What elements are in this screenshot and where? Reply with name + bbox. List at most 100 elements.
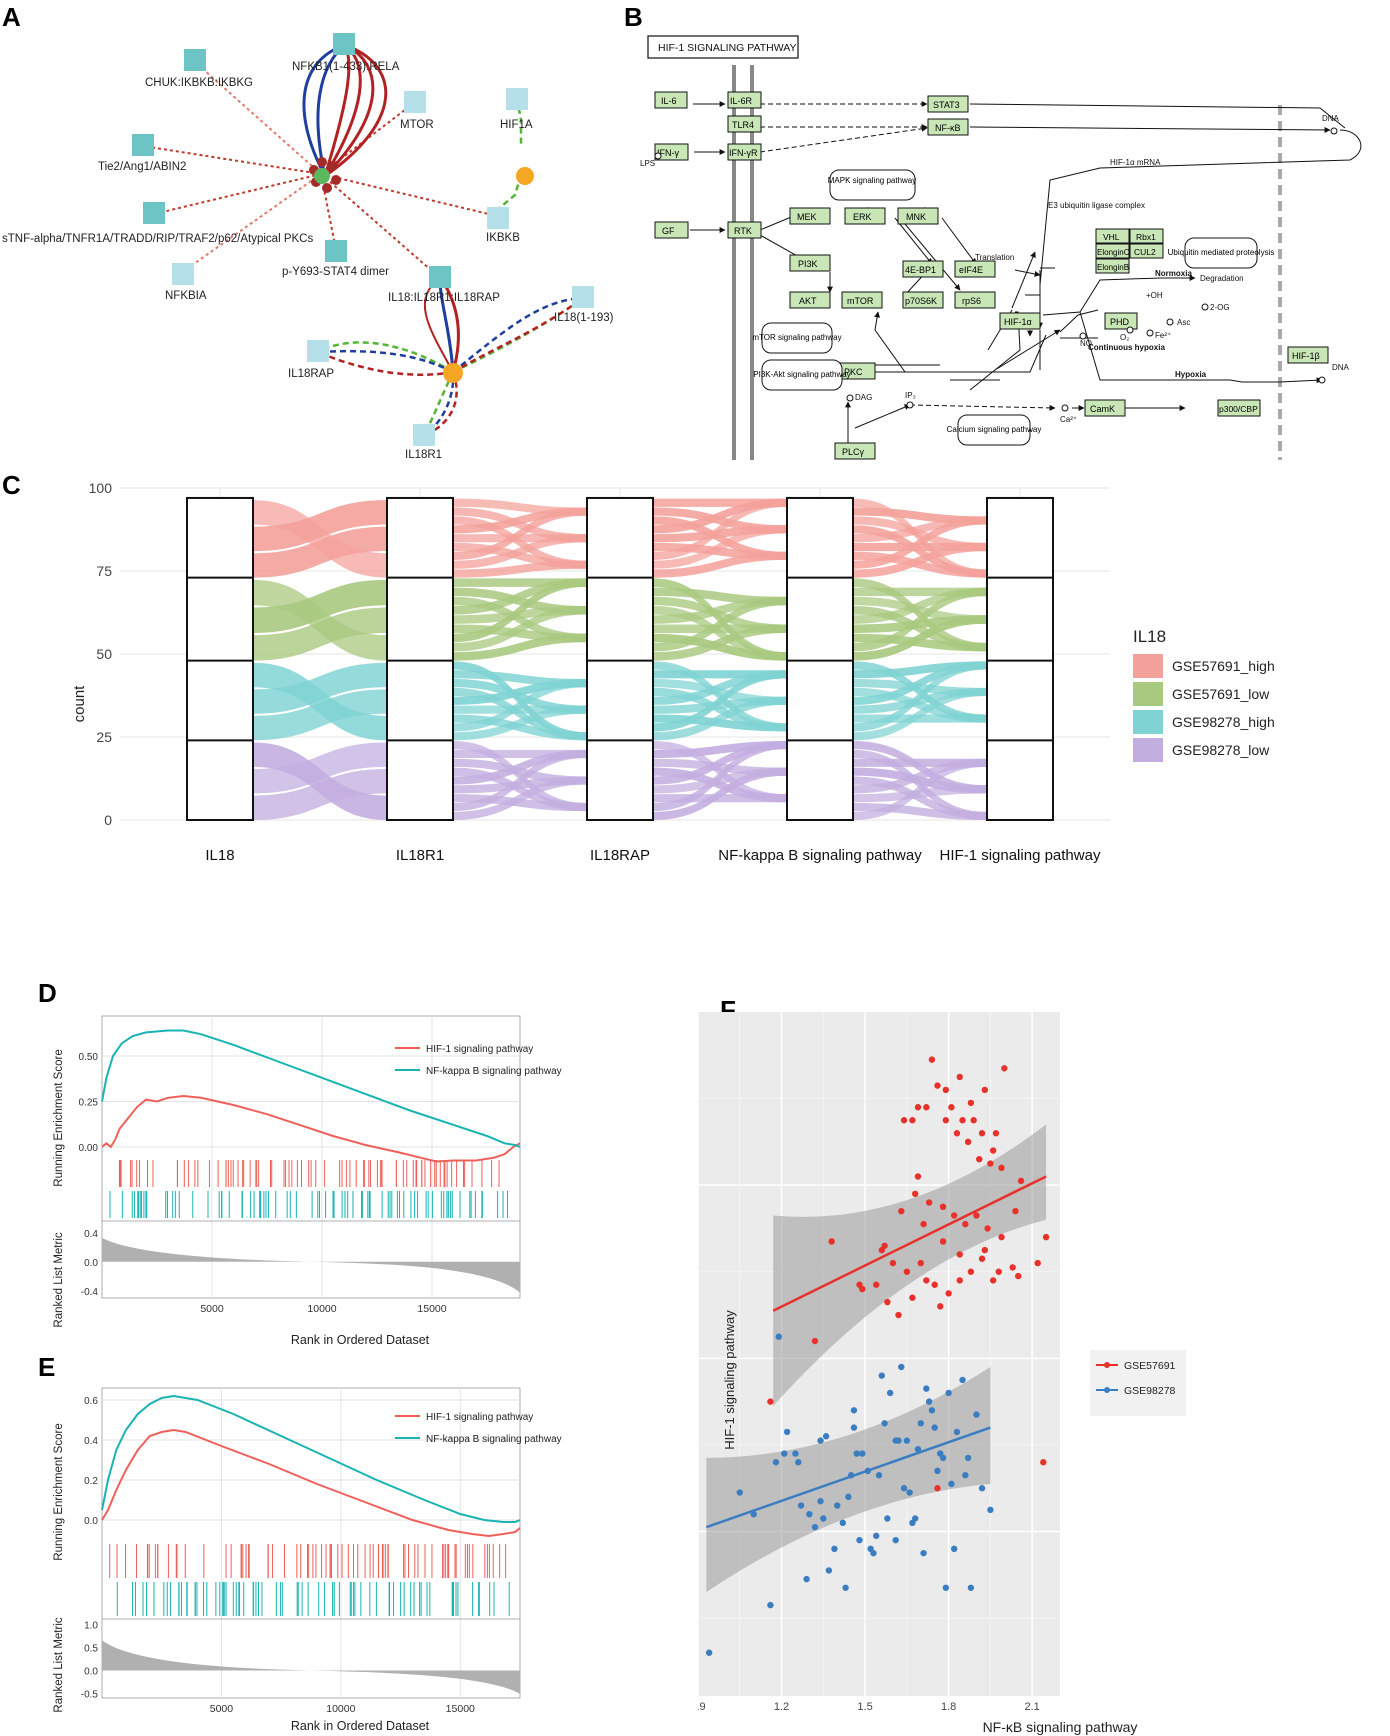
node-label: HIF1A bbox=[500, 119, 533, 131]
scatter-point bbox=[978, 1130, 986, 1137]
legend-label: GSE57691_low bbox=[1172, 686, 1270, 702]
scatter-point bbox=[931, 1424, 938, 1431]
scatter-point bbox=[920, 1220, 927, 1228]
x-axis-label: HIF-1 signaling pathway bbox=[940, 847, 1101, 864]
flow-ribbon bbox=[453, 596, 587, 643]
flow-ribbon bbox=[453, 578, 587, 643]
scatter-point bbox=[806, 1510, 813, 1518]
gsea-ylabel-metric: Ranked List Metric bbox=[53, 1232, 65, 1327]
svg-text:Asc: Asc bbox=[1177, 318, 1190, 327]
y-tick-label: 50 bbox=[96, 646, 112, 662]
scatter-point bbox=[898, 1207, 905, 1215]
gene-box-label: p70S6K bbox=[905, 296, 937, 306]
scatter-point bbox=[925, 1199, 933, 1206]
svg-text:mTOR signaling pathway: mTOR signaling pathway bbox=[752, 333, 841, 342]
network-nodes: NFKB1(1-433):RELA CHUK:IKBKB:IKBKG MTOR … bbox=[2, 33, 614, 461]
kegg-genes: IL-6 IL-6R TLR4 IFN-γ IFN-γR STAT3 NF-κB… bbox=[654, 91, 1329, 460]
svg-text:IP₃: IP₃ bbox=[905, 391, 916, 400]
y-tick-label: 100 bbox=[89, 480, 113, 496]
hif1a-hub-node[interactable] bbox=[516, 167, 534, 185]
scatter-point bbox=[792, 1450, 799, 1457]
legend-swatch bbox=[1133, 738, 1163, 762]
gsea-ylabel: Running Enrichment Score bbox=[53, 1049, 65, 1186]
scatter-point bbox=[967, 1099, 975, 1107]
node-label: MTOR bbox=[400, 119, 434, 131]
svg-text:NO: NO bbox=[1080, 339, 1092, 348]
gsea-xlabel: Rank in Ordered Dataset bbox=[291, 1719, 430, 1733]
scatter-point bbox=[834, 1502, 841, 1509]
scatter-point bbox=[900, 1117, 908, 1124]
scatter-point bbox=[895, 1311, 902, 1319]
gene-box-label: ElonginB bbox=[1097, 263, 1129, 272]
gene-box-label: 4E-BP1 bbox=[905, 265, 936, 275]
scatter-point bbox=[914, 1446, 922, 1453]
plot-frame bbox=[101, 1015, 521, 1299]
scatter-point bbox=[1009, 1264, 1016, 1271]
scatter-point bbox=[923, 1385, 930, 1392]
metric-tick-label: -0.4 bbox=[81, 1287, 99, 1298]
gene-box-label: NF-κB bbox=[935, 123, 961, 133]
scatter-point bbox=[906, 1489, 913, 1496]
scatter-point bbox=[853, 1450, 860, 1457]
x-tick-label: 5000 bbox=[200, 1303, 224, 1315]
hub-node[interactable] bbox=[314, 168, 330, 184]
scatter-point bbox=[970, 1117, 977, 1124]
flow-ribbon bbox=[253, 579, 387, 661]
flow-ribbon bbox=[453, 534, 587, 569]
stratum-box bbox=[986, 496, 1054, 822]
svg-text:HIF-1α mRNA: HIF-1α mRNA bbox=[1110, 158, 1161, 167]
scatter-point bbox=[942, 1584, 950, 1591]
flow-ribbon bbox=[853, 587, 987, 652]
legend-gse57691: GSE57691 bbox=[1124, 1360, 1176, 1372]
il18-hub-node[interactable] bbox=[443, 363, 463, 383]
scatter-point bbox=[950, 1212, 958, 1219]
flow-ribbon bbox=[253, 769, 387, 820]
scatter-point bbox=[931, 1281, 938, 1288]
scatter-point bbox=[987, 1160, 994, 1167]
scatter-point bbox=[878, 1372, 885, 1379]
gsea-ylabel-metric: Ranked List Metric bbox=[53, 1617, 65, 1712]
svg-text:Degradation: Degradation bbox=[1200, 274, 1244, 283]
legend-label: GSE98278_low bbox=[1172, 742, 1270, 758]
scatter-plot: 0.91.21.51.82.13.64.04.4 NF-κB signaling… bbox=[698, 1012, 1186, 1735]
x-tick-label: 1.8 bbox=[941, 1701, 956, 1713]
legend-swatch bbox=[1133, 682, 1163, 706]
kegg-pathway-panel: HIF-1 SIGNALING PATHWAY bbox=[640, 35, 1362, 460]
metric-tick-label: 0.5 bbox=[84, 1644, 98, 1655]
scatter-point bbox=[923, 1277, 930, 1284]
scatter-point bbox=[839, 1519, 846, 1527]
svg-text:PI3K-Akt signaling pathway: PI3K-Akt signaling pathway bbox=[753, 370, 850, 379]
flow-ribbon bbox=[653, 741, 787, 812]
legend-swatch bbox=[1133, 654, 1163, 678]
flow-ribbon bbox=[853, 679, 987, 697]
flow-ribbon bbox=[253, 500, 387, 552]
flow-ribbon bbox=[253, 662, 387, 741]
svg-text:LPS: LPS bbox=[640, 159, 655, 168]
y-tick-label: 0.6 bbox=[84, 1396, 98, 1407]
flow-ribbon bbox=[853, 661, 987, 723]
scatter-point bbox=[856, 1281, 863, 1288]
flow-ribbon bbox=[653, 741, 787, 803]
flow-ribbon bbox=[853, 661, 987, 732]
node-label: IKBKB bbox=[486, 232, 520, 244]
scatter-point bbox=[923, 1104, 930, 1111]
flow-ribbon bbox=[853, 749, 987, 820]
kegg-annotations: LPS DNA HIF-1α mRNA Translation E3 ubiqu… bbox=[640, 114, 1350, 424]
scatter-point bbox=[967, 1268, 975, 1275]
scatter-point bbox=[705, 1649, 713, 1656]
scatter-point bbox=[998, 1233, 1005, 1241]
metric-tick-label: 0.0 bbox=[84, 1666, 98, 1677]
x-tick-label: 5000 bbox=[210, 1703, 234, 1715]
scatter-point bbox=[850, 1407, 858, 1414]
flow-ribbon bbox=[253, 742, 387, 820]
scatter-point bbox=[995, 1268, 1002, 1275]
panel-label-a: A bbox=[2, 2, 21, 32]
svg-text:Translation: Translation bbox=[975, 253, 1014, 262]
x-tick-label: 10000 bbox=[307, 1303, 336, 1315]
scatter-point bbox=[1034, 1259, 1041, 1267]
flow-ribbon bbox=[653, 507, 787, 534]
scatter-point bbox=[850, 1424, 858, 1431]
scatter-point bbox=[978, 1485, 986, 1492]
scatter-point bbox=[925, 1398, 933, 1405]
